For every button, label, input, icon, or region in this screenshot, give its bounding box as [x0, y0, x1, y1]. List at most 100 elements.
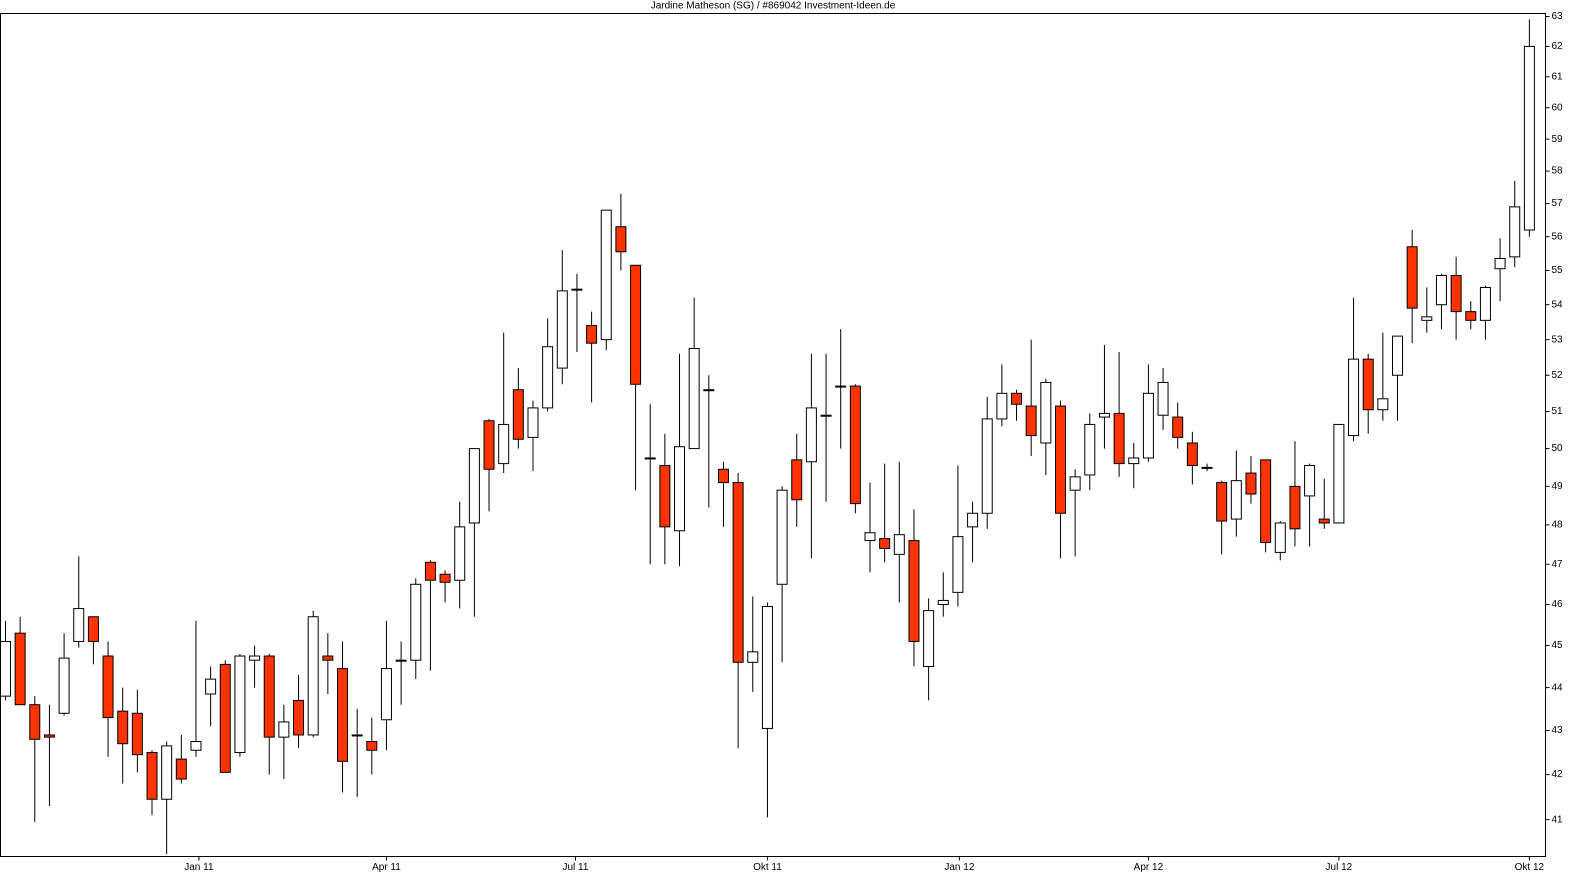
candle-body [571, 288, 583, 291]
y-tick-label: 47 [1552, 559, 1564, 570]
candle-body [410, 583, 422, 661]
candle-body [146, 751, 158, 800]
y-tick-label: 60 [1552, 102, 1564, 113]
chart-title: Jardine Matheson (SG) / #869042 Investme… [651, 1, 896, 12]
y-tick-label: 52 [1552, 370, 1564, 381]
x-tick-label: Apr 12 [1134, 862, 1164, 873]
candle-body [468, 448, 480, 524]
candle-body [43, 734, 55, 738]
candle-body [219, 663, 231, 773]
candle-body [527, 407, 539, 438]
candle-body [1435, 274, 1447, 306]
y-tick-label: 44 [1552, 682, 1564, 693]
x-tick-label: Jan 12 [944, 862, 974, 873]
candle-body [761, 606, 773, 729]
candle-body [498, 423, 510, 465]
candle-body [1186, 442, 1198, 466]
candle-body [0, 640, 11, 697]
y-tick-label: 58 [1552, 166, 1564, 177]
candle-body [1479, 286, 1491, 321]
y-tick-label: 57 [1552, 198, 1564, 209]
candle-body [1348, 358, 1360, 437]
candle-body [102, 655, 114, 719]
candle-body [556, 290, 568, 369]
candle-body [1406, 246, 1418, 309]
candle-body [791, 459, 803, 501]
candle-body [175, 758, 187, 780]
candle-body [1260, 459, 1272, 544]
candle-body [937, 599, 949, 606]
candle-body [717, 468, 729, 484]
y-tick-label: 56 [1552, 231, 1564, 242]
candle-body [117, 710, 129, 745]
candle-body [234, 655, 246, 753]
candle-body [1142, 392, 1154, 459]
x-tick-label: Apr 11 [372, 862, 401, 873]
candle-body [674, 446, 686, 532]
candle-body [190, 741, 202, 751]
y-tick-label: 41 [1552, 814, 1564, 825]
candle-body [805, 407, 817, 463]
candle-body [996, 392, 1008, 420]
candle-body [1230, 480, 1242, 520]
y-tick-label: 45 [1552, 640, 1564, 651]
candle-body [1318, 518, 1330, 524]
candle-body [1216, 482, 1228, 522]
candle-body [923, 610, 935, 667]
candle-body [322, 655, 334, 661]
candle-body [14, 632, 26, 706]
candle-body [1304, 464, 1316, 497]
candle-body [981, 418, 993, 514]
candle-body [1054, 405, 1066, 514]
x-tick-label: Jan 11 [184, 862, 214, 873]
candle-body [1274, 522, 1286, 553]
candle-body [1098, 412, 1110, 418]
candle-body [278, 721, 290, 738]
y-tick-label: 51 [1552, 406, 1564, 417]
y-tick-label: 50 [1552, 443, 1564, 454]
candle-body [366, 741, 378, 751]
candle-body [835, 385, 847, 388]
candle-body [1333, 423, 1345, 524]
candle-body [131, 712, 143, 756]
x-tick-label: Okt 11 [753, 862, 782, 873]
candle-body [586, 325, 598, 344]
y-tick-label: 63 [1552, 11, 1564, 22]
candle-body [776, 489, 788, 585]
candle-body [1025, 405, 1037, 437]
candle-body [615, 226, 627, 253]
candle-body [1128, 457, 1140, 465]
candle-body [73, 608, 85, 642]
candle-body [58, 657, 70, 714]
candle-body [1523, 45, 1535, 231]
candle-body [644, 457, 656, 460]
candle-body [87, 616, 99, 642]
y-tick-label: 59 [1552, 134, 1564, 145]
candle-body [29, 704, 41, 740]
y-tick-label: 62 [1552, 41, 1564, 52]
candle-body [732, 482, 744, 663]
candle-body [820, 414, 832, 417]
candle-body [542, 346, 554, 409]
candle-body [659, 464, 671, 528]
candle-body [1069, 476, 1081, 491]
candle-body [1289, 485, 1301, 530]
candle-body [1509, 206, 1521, 258]
candle-body [263, 655, 275, 738]
candle-body [1450, 274, 1462, 313]
candle-body [1494, 258, 1506, 270]
candle-body [1201, 466, 1213, 469]
x-tick-label: Jul 12 [1326, 862, 1353, 873]
candle-body [1362, 358, 1374, 411]
candle-body [849, 385, 861, 505]
candle-body [688, 347, 700, 450]
candle-body [205, 678, 217, 695]
y-tick-label: 43 [1552, 725, 1564, 736]
candle-body [747, 651, 759, 663]
candle-body [1157, 381, 1169, 416]
candle-body [424, 561, 436, 581]
candle-body [1011, 392, 1023, 405]
candle-body [864, 532, 876, 542]
candle-body [512, 389, 524, 440]
